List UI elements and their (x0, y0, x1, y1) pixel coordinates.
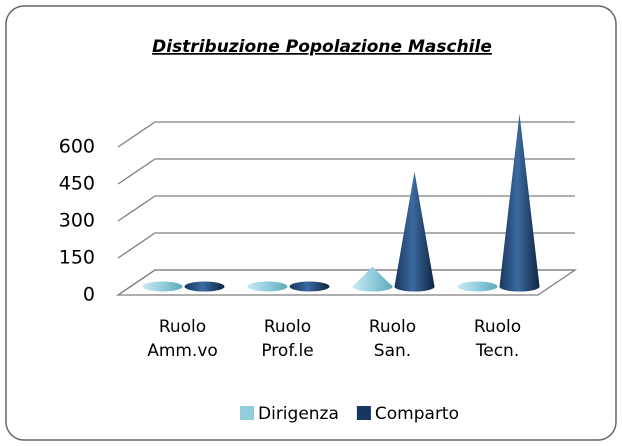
grid-line (117, 232, 575, 259)
cone (289, 281, 330, 292)
x-tick-label: Ruolo (474, 317, 521, 337)
y-tick-label: 450 (59, 173, 95, 195)
grid-line (117, 195, 575, 222)
legend-swatch (240, 406, 254, 420)
cone (499, 113, 540, 292)
cone-base (247, 281, 288, 292)
y-tick-label: 600 (59, 136, 95, 158)
cone-body (184, 283, 225, 292)
legend-label: Comparto (375, 404, 459, 424)
x-tick-label: San. (374, 341, 411, 361)
legend-label: Dirigenza (258, 404, 339, 424)
legend-swatch (356, 406, 371, 420)
cone-body (394, 171, 435, 292)
cone (394, 171, 435, 292)
x-tick-label: Amm.vo (147, 341, 218, 361)
x-tick-label: Prof.le (261, 341, 313, 361)
grid-line (117, 121, 575, 148)
x-tick-label: Tecn. (475, 341, 519, 361)
y-tick-label: 150 (59, 247, 95, 269)
cone (247, 281, 288, 292)
y-tick-label: 300 (59, 210, 95, 232)
x-tick-label: Ruolo (369, 317, 416, 337)
x-tick-label: Ruolo (159, 317, 206, 337)
chart-frame (5, 5, 617, 441)
y-tick-label: 0 (83, 284, 95, 306)
grid-line (117, 158, 575, 185)
cone (352, 266, 393, 292)
x-tick-label: Ruolo (264, 317, 311, 337)
cone-base (289, 281, 330, 292)
cone-body (499, 113, 540, 292)
cone (184, 281, 225, 292)
chart-title: Distribuzione Popolazione Maschile (152, 37, 492, 57)
cone (457, 281, 498, 292)
cone-base (457, 281, 498, 292)
cone-body (352, 266, 393, 292)
grid-line (117, 269, 575, 296)
cone (142, 281, 183, 292)
cone-base (142, 281, 183, 292)
